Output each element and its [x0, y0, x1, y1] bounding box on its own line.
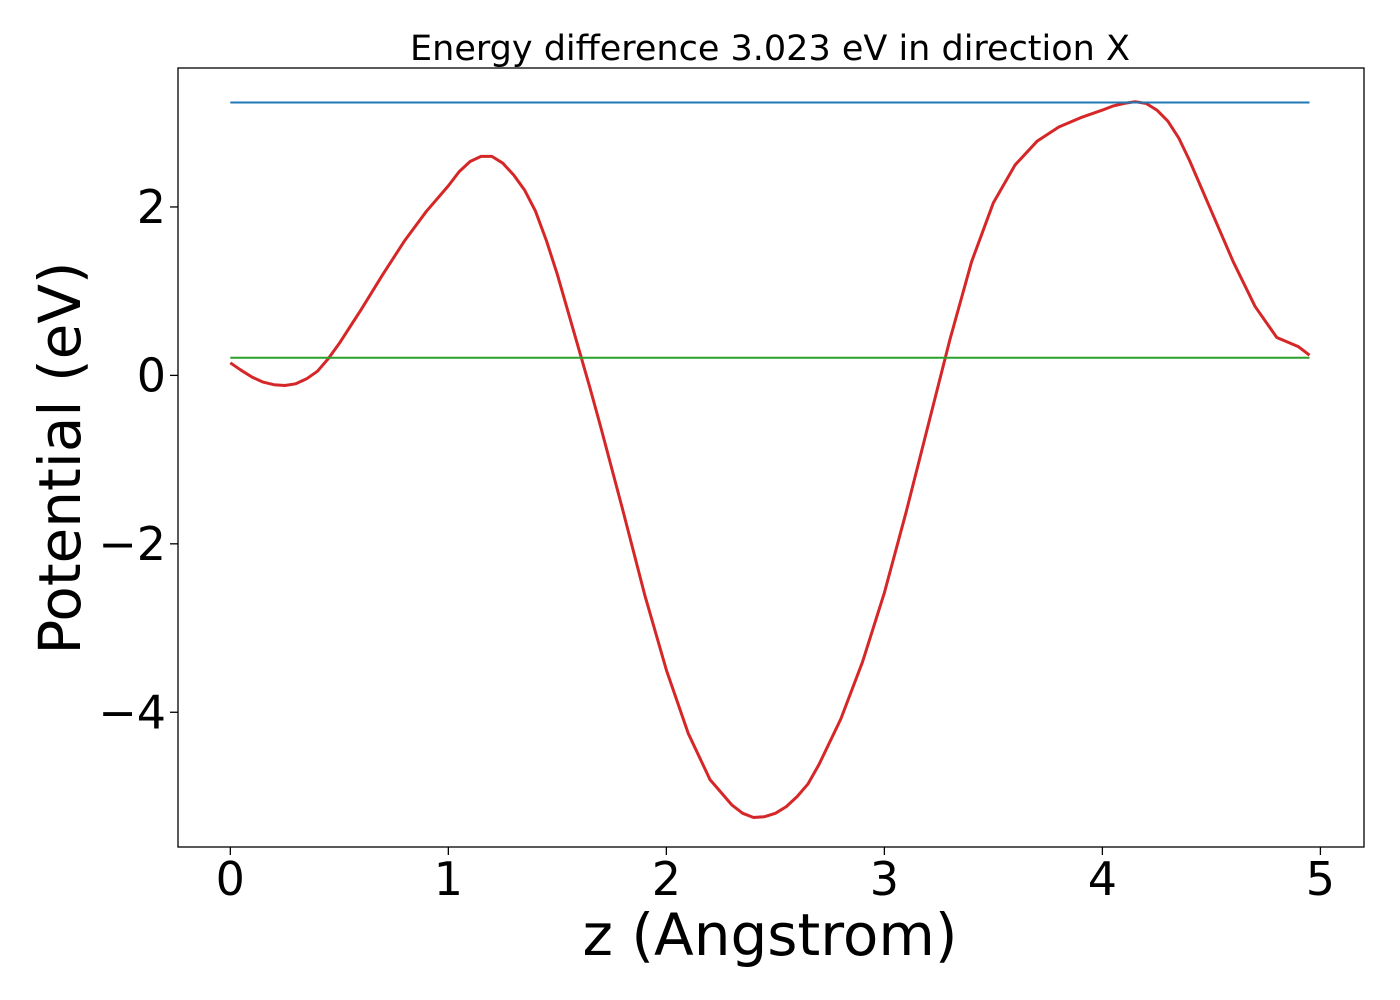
y-tick-label: 2 [137, 180, 166, 234]
x-tick-label: 5 [1306, 852, 1335, 906]
y-tick-label: −2 [98, 517, 166, 571]
x-tick-label: 0 [216, 852, 245, 906]
x-tick-label: 3 [870, 852, 899, 906]
x-tick-label: 2 [652, 852, 681, 906]
x-tick-label: 1 [434, 852, 463, 906]
x-axis-label: z (Angstrom) [583, 901, 958, 969]
y-tick-label: −4 [98, 685, 166, 739]
plot-area [229, 100, 1311, 819]
x-axis: 0 1 2 3 4 5 [216, 847, 1335, 906]
y-axis: −4 −2 0 2 [98, 180, 178, 739]
axes-frame [177, 67, 1365, 848]
chart-title: Energy difference 3.023 eV in direction … [410, 29, 1130, 69]
y-axis-label: Potential (eV) [26, 261, 94, 654]
y-tick-label: 0 [137, 348, 166, 402]
potential-line [229, 100, 1311, 819]
x-tick-label: 4 [1088, 852, 1117, 906]
